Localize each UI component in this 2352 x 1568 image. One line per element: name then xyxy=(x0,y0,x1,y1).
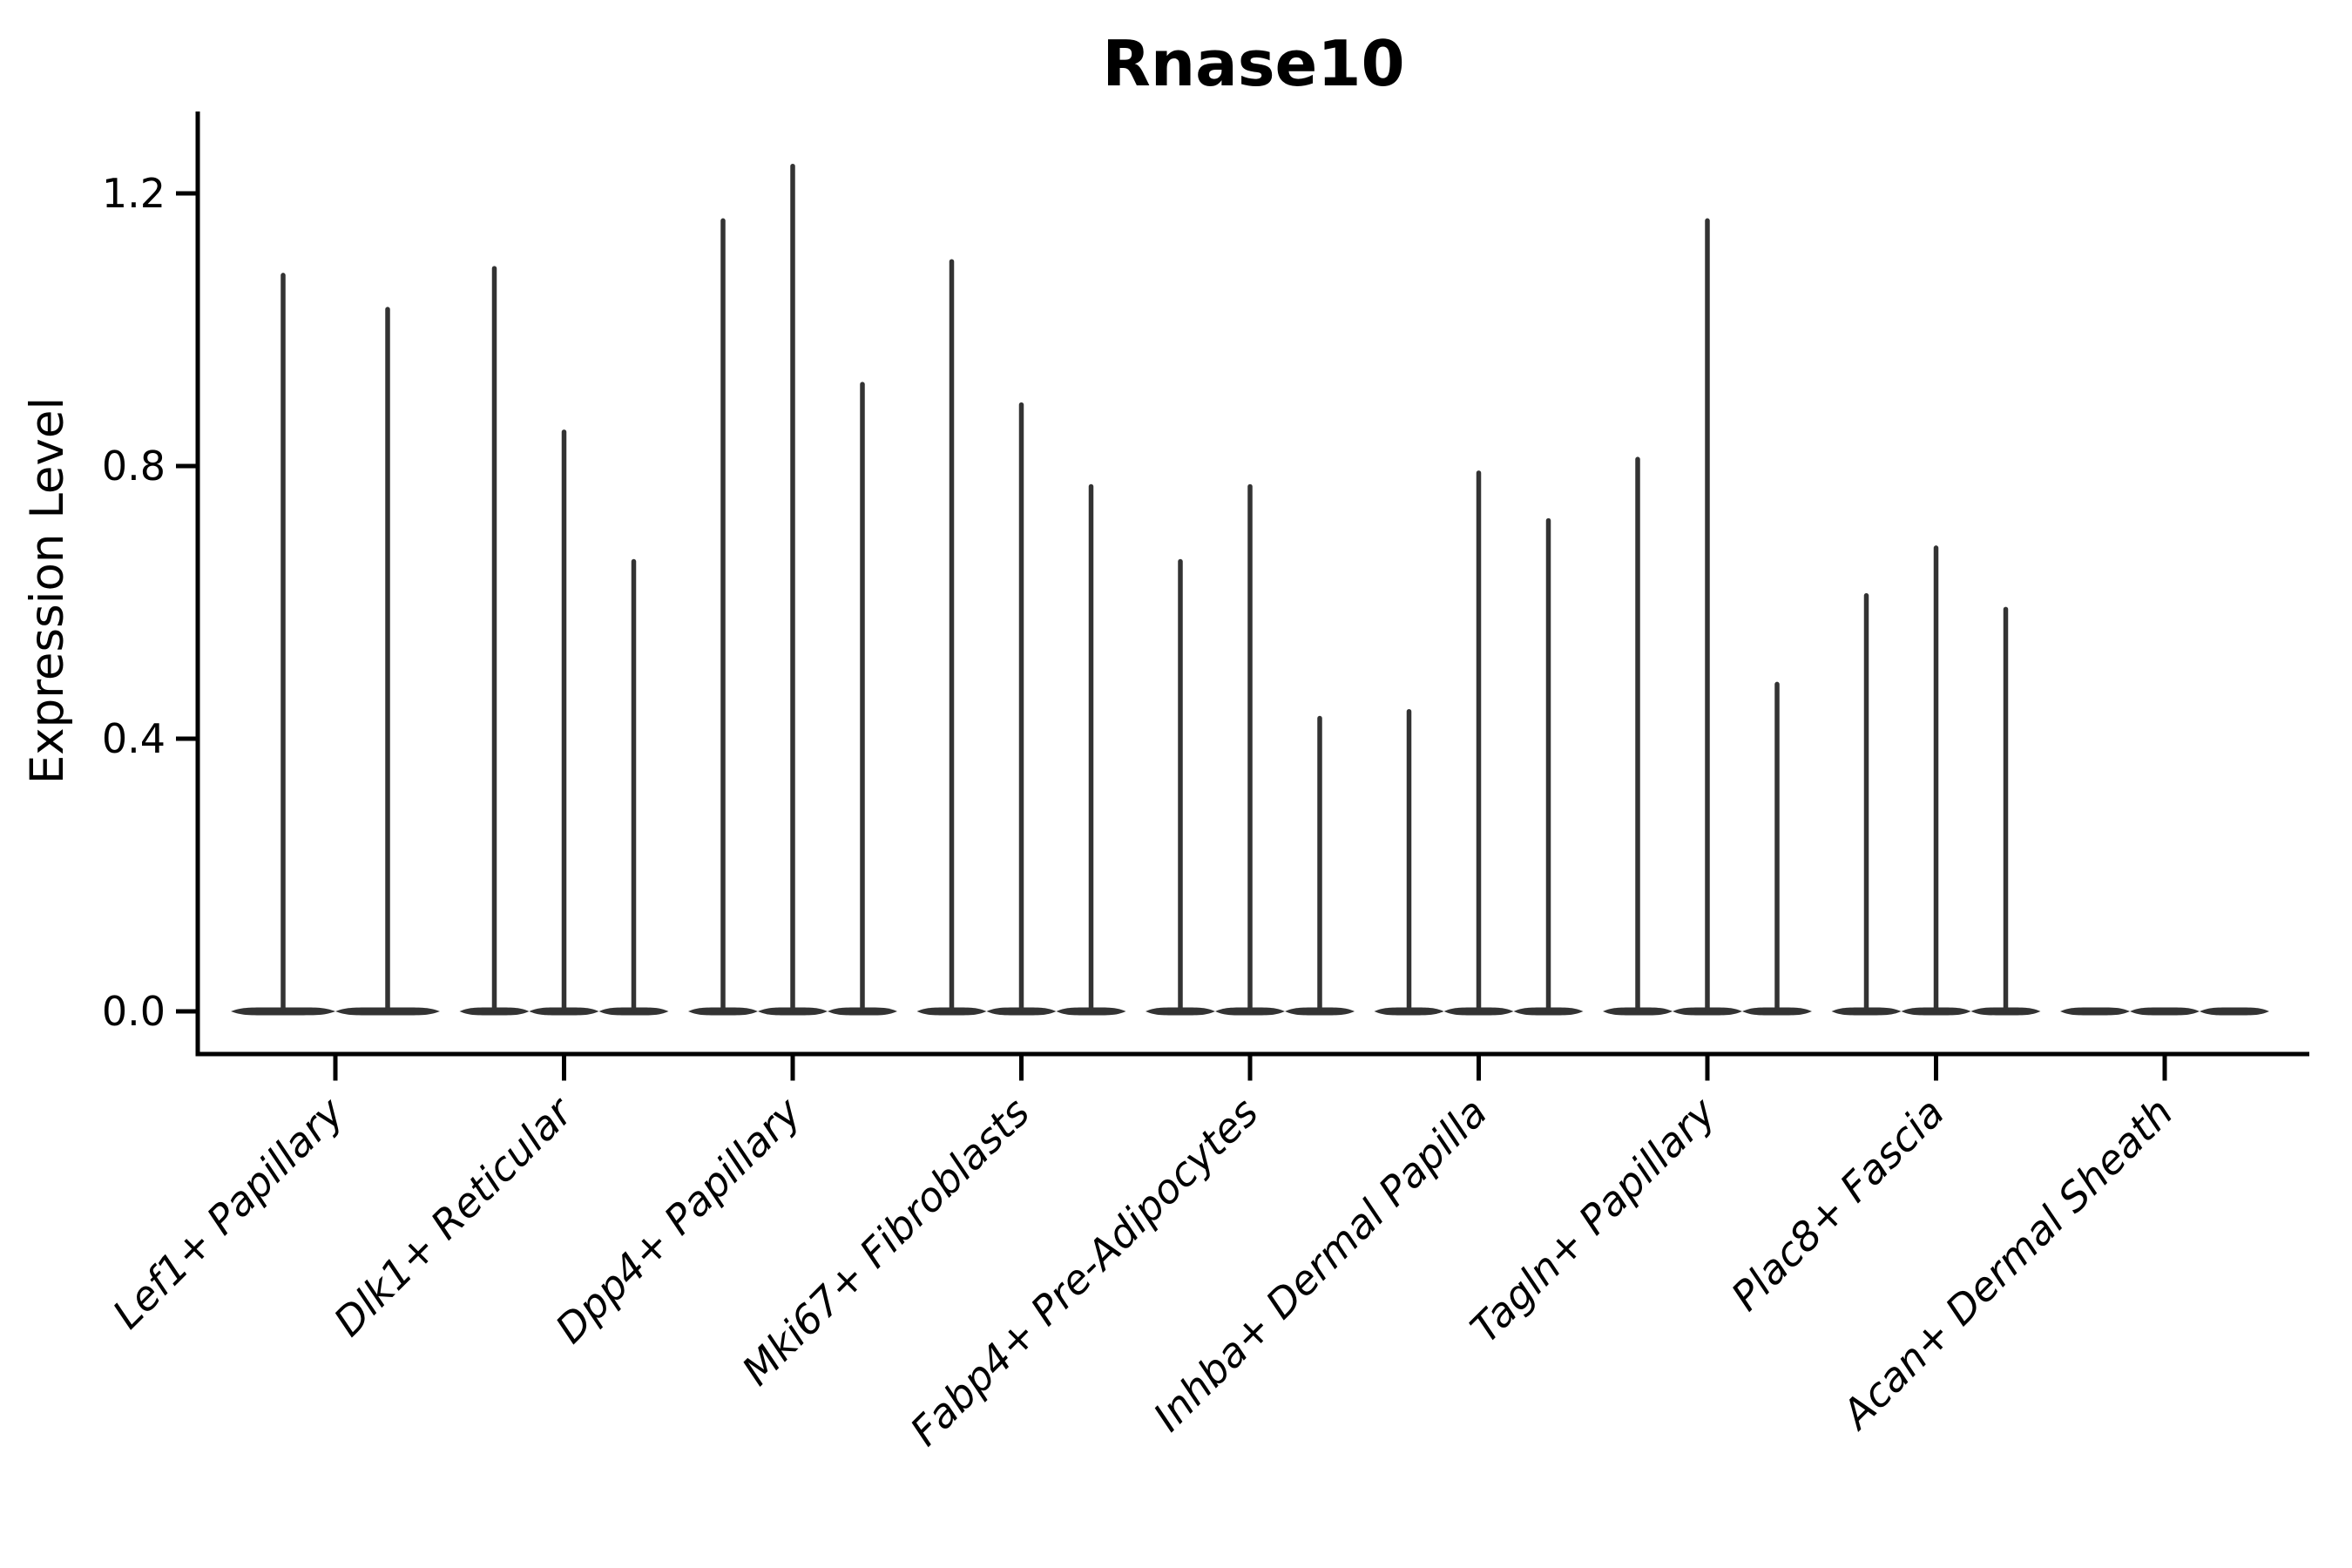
x-category-label: Dlk1+ Reticular xyxy=(325,1086,584,1345)
violin-base xyxy=(2130,1007,2200,1016)
y-tick-label: 0.8 xyxy=(102,443,166,490)
x-category-label: Tagln+ Papillary xyxy=(1461,1088,1725,1352)
y-axis-label: Expression Level xyxy=(21,397,74,784)
violin-base xyxy=(2060,1007,2130,1016)
x-category-label: Dpp4+ Papillary xyxy=(546,1088,810,1352)
y-tick-label: 0.4 xyxy=(102,715,166,762)
y-tick-label: 1.2 xyxy=(102,170,166,217)
y-tick-label: 0.0 xyxy=(102,988,166,1035)
violin-base xyxy=(2200,1007,2269,1016)
chart-title: Rnase10 xyxy=(1102,27,1404,100)
x-category-label: Lef1+ Papillary xyxy=(104,1088,353,1337)
x-category-label: Plac8+ Fascia xyxy=(1722,1089,1953,1320)
